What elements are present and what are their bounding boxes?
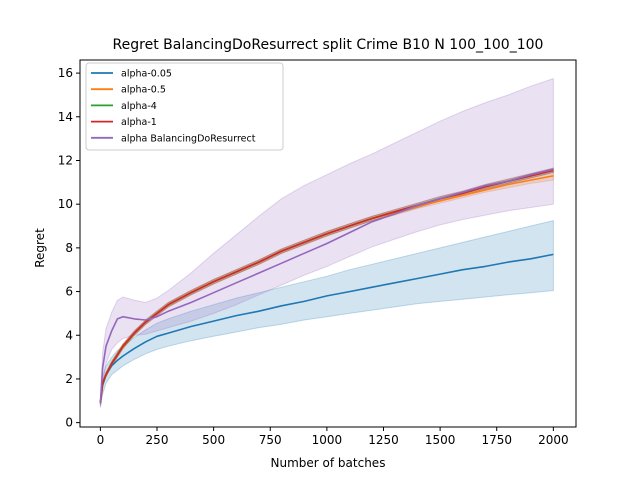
x-tick-label: 1500 [425, 433, 456, 447]
legend-entry: alpha-0.05 [121, 69, 172, 80]
band-alpha-0-05 [99, 219, 554, 408]
x-tick-label: 750 [259, 433, 282, 447]
line-alpha-balancingdoresurrect [99, 168, 554, 404]
y-tick-label: 12 [58, 153, 73, 167]
legend-entry: alpha BalancingDoResurrect [121, 133, 256, 144]
line-alpha-0-05 [99, 253, 554, 404]
band-alpha-1 [99, 167, 554, 406]
y-axis-label: Regret [33, 228, 47, 268]
plot-frame [79, 59, 577, 428]
x-axis-label: Number of batches [271, 456, 386, 470]
chart-title: Regret BalancingDoResurrect split Crime … [113, 37, 544, 53]
x-tick-label: 1000 [312, 433, 343, 447]
x-tick-label: 500 [202, 433, 225, 447]
y-tick-label: 16 [58, 66, 73, 80]
legend: alpha-0.05 alpha-0.5 alpha-4 alpha-1 alpha B… [85, 62, 284, 151]
band-alpha-4 [99, 167, 554, 406]
y-tick-label: 4 [65, 328, 73, 342]
series-lines [99, 168, 554, 404]
y-tick-label: 14 [58, 110, 73, 124]
x-axis-ticks: 0 250 500 750 1000 1250 1500 1750 2000 [97, 427, 569, 447]
legend-box [85, 62, 284, 151]
y-tick-label: 6 [65, 285, 73, 299]
band-alpha-0-5 [99, 170, 554, 406]
x-tick-label: 1750 [481, 433, 512, 447]
x-tick-label: 2000 [538, 433, 569, 447]
legend-entry: alpha-0.5 [121, 85, 166, 96]
y-axis-ticks: 0 2 4 6 8 10 12 14 16 [58, 66, 80, 430]
legend-entry: alpha-4 [121, 101, 157, 112]
y-tick-label: 2 [65, 372, 73, 386]
x-tick-label: 0 [97, 433, 105, 447]
y-tick-label: 8 [65, 241, 73, 255]
legend-entry: alpha-1 [121, 117, 157, 128]
x-tick-label: 250 [146, 433, 169, 447]
y-tick-label: 10 [58, 197, 73, 211]
x-tick-label: 1250 [368, 433, 399, 447]
y-tick-label: 0 [65, 416, 73, 430]
